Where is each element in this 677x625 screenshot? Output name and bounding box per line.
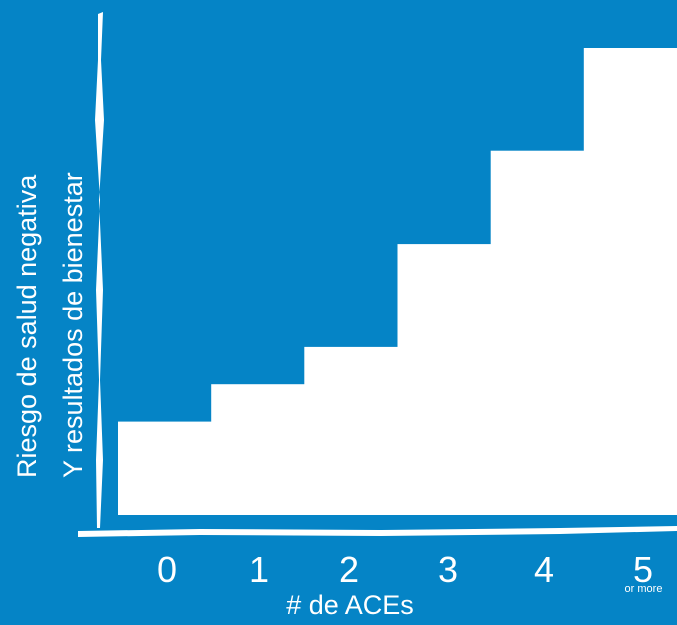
bar-5 [583, 48, 677, 515]
bar-4 [490, 150, 585, 515]
x-tick-label: 3 [437, 549, 459, 590]
y-axis-line [95, 12, 104, 528]
bar-1 [211, 384, 305, 515]
x-tick-sublabel: or more [624, 583, 663, 595]
bar-2 [304, 346, 399, 515]
bars-group [118, 48, 677, 515]
bar-0 [118, 421, 212, 515]
y-axis-label-line-2: Y resultados de bienestar [58, 172, 88, 478]
x-tick-label: 2 [338, 549, 360, 590]
bar-3 [397, 244, 492, 515]
x-tick-label: 4 [533, 549, 555, 590]
x-tick-label: 5 [632, 549, 654, 590]
x-axis-line [78, 526, 677, 537]
x-tick-label: 1 [248, 549, 270, 590]
x-axis-label: # de ACEs [286, 590, 414, 620]
x-tick-label: 0 [156, 549, 178, 590]
y-axis-label-line-1: Riesgo de salud negativa [12, 174, 42, 478]
